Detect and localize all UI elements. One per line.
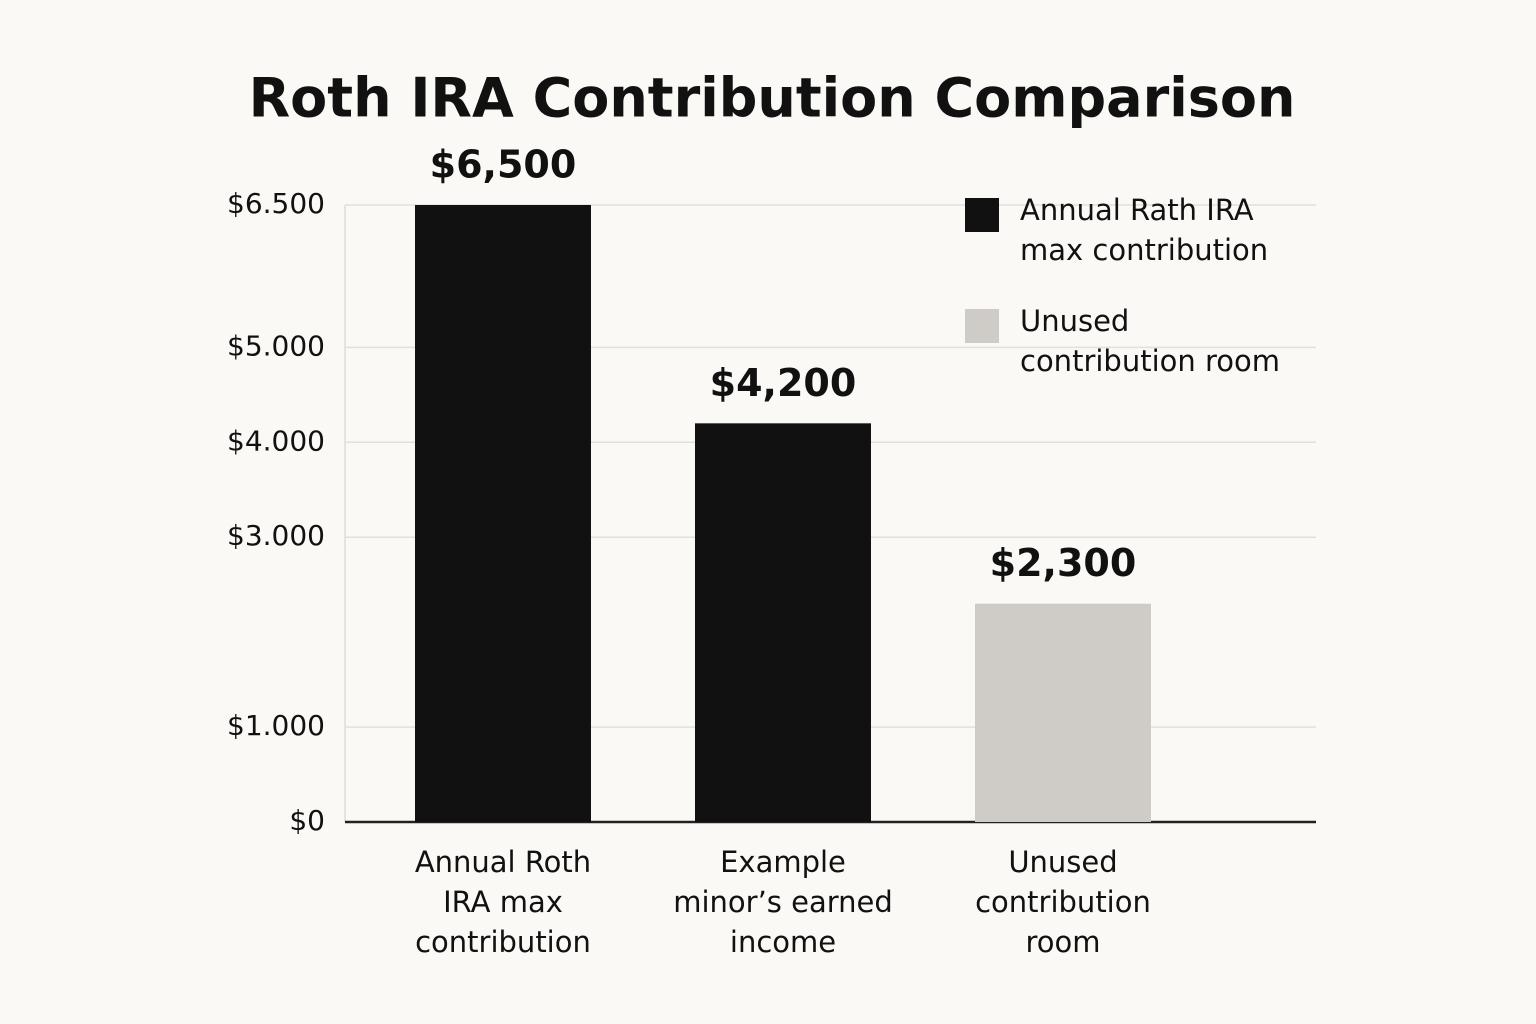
bar bbox=[415, 205, 591, 822]
data-label: $2,300 bbox=[990, 541, 1137, 585]
y-tick-label: $0 bbox=[289, 804, 325, 837]
legend-label: Unused contribution room bbox=[1020, 304, 1280, 378]
y-tick-label: $3.000 bbox=[227, 519, 325, 552]
y-tick-label: $1.000 bbox=[227, 709, 325, 742]
y-tick-label: $6.500 bbox=[227, 187, 325, 220]
x-tick-label: Annual Roth IRA max contribution bbox=[414, 845, 592, 959]
y-tick-label: $4.000 bbox=[227, 424, 325, 457]
data-label: $4,200 bbox=[710, 361, 857, 405]
chart-title: Roth IRA Contribution Comparison bbox=[249, 67, 1296, 130]
y-tick-label: $5.000 bbox=[227, 329, 325, 362]
legend-label: Annual Rath IRA max contribution bbox=[1020, 193, 1269, 267]
data-label: $6,500 bbox=[430, 143, 577, 187]
x-tick-label: Example minor’s earned income bbox=[673, 845, 893, 959]
legend-swatch bbox=[965, 198, 999, 232]
legend-swatch bbox=[965, 309, 999, 343]
x-tick-label: Unused contribution room bbox=[975, 845, 1151, 959]
bar bbox=[975, 603, 1151, 822]
bar bbox=[695, 423, 871, 822]
